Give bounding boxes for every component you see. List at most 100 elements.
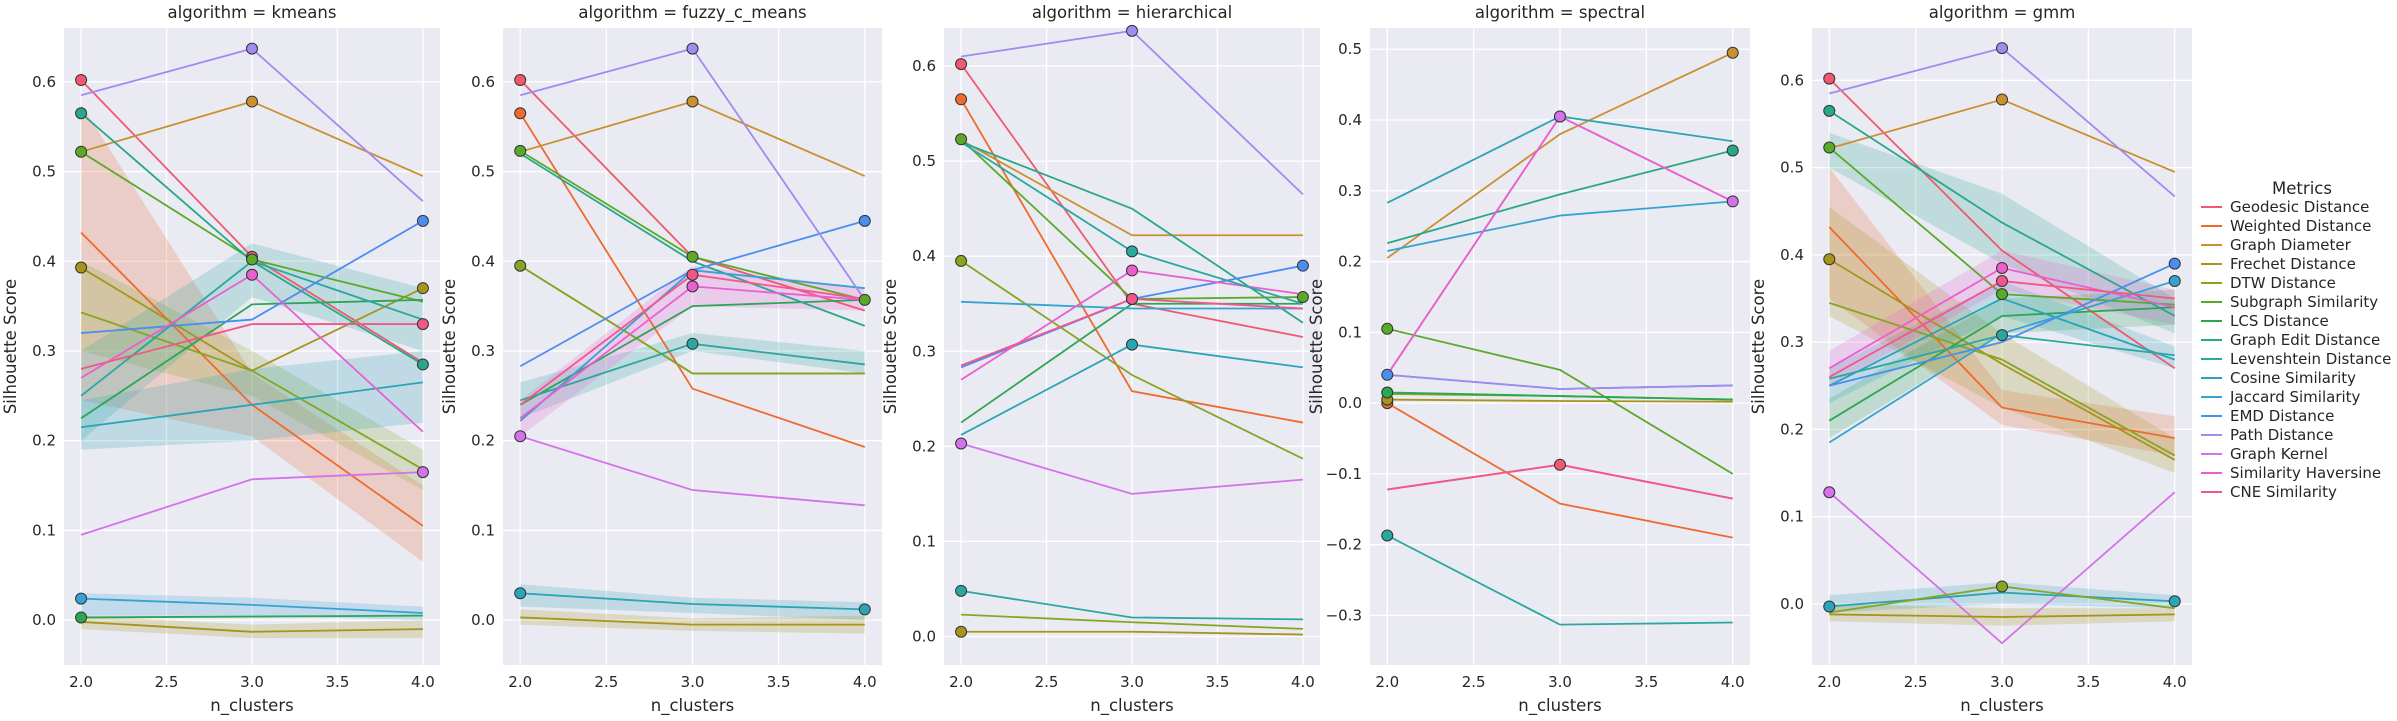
- y-axis-label: Silhouette Score: [1749, 279, 1768, 414]
- series-line: [519, 298, 865, 406]
- data-point: [1126, 245, 1138, 258]
- y-tick-label: 0.5: [1338, 40, 1362, 58]
- data-point: [514, 144, 527, 157]
- y-axis-label: Silhouette Score: [1307, 279, 1326, 414]
- x-axis-label: n_clusters: [210, 696, 293, 716]
- series-line: [81, 597, 423, 614]
- data-point: [416, 358, 429, 371]
- x-tick-label: 3.0: [1548, 673, 1572, 691]
- series-line: [519, 112, 866, 448]
- data-point: [416, 214, 429, 227]
- confidence-band: [520, 265, 865, 437]
- confidence-band: [1829, 289, 2175, 439]
- series-line: [81, 614, 423, 619]
- x-tick-label: 3.0: [1990, 673, 2014, 691]
- series-line: [960, 141, 1304, 324]
- x-tick-label: 2.0: [949, 673, 973, 691]
- data-point: [75, 74, 88, 87]
- series-line: [960, 260, 1304, 460]
- y-tick-label: 0.6: [32, 73, 56, 91]
- x-tick-label: 2.0: [1817, 673, 1841, 691]
- legend-item: EMD Distance: [2201, 407, 2334, 425]
- data-point: [1381, 386, 1394, 399]
- series-line: [80, 381, 424, 429]
- y-tick-label: 0.0: [912, 627, 936, 645]
- series-line: [961, 613, 1303, 630]
- data-point: [686, 42, 699, 55]
- legend-label: CNE Similarity: [2230, 483, 2337, 501]
- series-line: [1829, 613, 2175, 618]
- legend-item: Geodesic Distance: [2201, 198, 2369, 216]
- y-tick-label: 0.5: [32, 163, 56, 181]
- y-tick-label: 0.4: [912, 247, 936, 265]
- series-line: [80, 323, 423, 370]
- legend-item: LCS Distance: [2201, 312, 2329, 330]
- legend-label: DTW Distance: [2230, 274, 2336, 292]
- x-tick-label: 3.5: [326, 673, 350, 691]
- data-point: [416, 466, 429, 479]
- series-markers: [1823, 42, 2181, 613]
- facet-panel: 2.0 2.5 3.0 3.5 4.0 0.0 0.1 0.2 0.3 0.4 0.5 0.6 algo…: [1749, 3, 2192, 716]
- x-tick-label: 4.0: [411, 673, 435, 691]
- data-point: [1126, 338, 1138, 351]
- series-line: [80, 298, 423, 420]
- y-tick-label: 0.6: [471, 73, 495, 91]
- x-axis-label: n_clusters: [651, 696, 734, 716]
- data-point: [1554, 458, 1566, 471]
- x-tick-label: 2.0: [1375, 673, 1399, 691]
- series-lines: [1386, 51, 1734, 626]
- data-point: [686, 250, 699, 263]
- legend-label: Levenshtein Distance: [2230, 350, 2391, 368]
- x-tick-label: 4.0: [2163, 673, 2187, 691]
- x-tick-label: 3.0: [240, 673, 264, 691]
- series-line: [1829, 591, 2175, 608]
- y-tick-label: −0.2: [1326, 536, 1362, 554]
- legend-item: Levenshtein Distance: [2201, 350, 2391, 368]
- y-tick-label: 0.0: [1338, 394, 1362, 412]
- y-tick-label: 0.6: [912, 57, 936, 75]
- y-tick-label: 0.0: [32, 611, 56, 629]
- data-point: [1823, 253, 1836, 266]
- y-tick-label: 0.0: [471, 611, 495, 629]
- series-line: [1386, 51, 1734, 259]
- legend-item: CNE Similarity: [2201, 483, 2337, 501]
- facet-title: algorithm = spectral: [1475, 3, 1645, 22]
- legend-label: Subgraph Similarity: [2230, 293, 2378, 311]
- x-tick-label: 3.5: [2076, 673, 2100, 691]
- facet-panel: 2.0 2.5 3.0 3.5 4.0 0.0 0.1 0.2 0.3 0.4 0.5 0.6 algo…: [440, 3, 882, 716]
- legend-item: Cosine Similarity: [2201, 369, 2356, 387]
- series-line: [1828, 302, 2176, 457]
- data-point: [1296, 259, 1309, 272]
- series-line: [961, 300, 1303, 310]
- data-point: [75, 145, 88, 158]
- y-tick-label: 0.1: [912, 532, 936, 550]
- data-point: [75, 592, 88, 605]
- series-line: [81, 220, 424, 334]
- facet-panel: 2.0 2.5 3.0 3.5 4.0 0.0 0.1 0.2 0.3 0.4 0.5 0.6 algo…: [881, 3, 1320, 716]
- confidence-band: [1829, 250, 2175, 386]
- y-tick-label: 0.3: [471, 342, 495, 360]
- series-line: [1386, 534, 1733, 626]
- data-point: [1126, 292, 1138, 305]
- legend-item: Frechet Distance: [2201, 255, 2356, 273]
- confidence-band: [1829, 603, 2175, 626]
- x-tick-label: 2.5: [1462, 673, 1486, 691]
- legend-label: Frechet Distance: [2230, 255, 2356, 273]
- y-tick-label: 0.1: [471, 521, 495, 539]
- legend-item: Graph Edit Distance: [2201, 331, 2380, 349]
- series-line: [80, 311, 424, 471]
- y-tick-label: 0.1: [32, 521, 56, 539]
- data-point: [686, 95, 699, 108]
- x-tick-label: 4.0: [853, 673, 877, 691]
- data-point: [1823, 486, 1836, 499]
- data-point: [955, 133, 968, 146]
- data-point: [955, 93, 968, 106]
- data-point: [858, 603, 871, 616]
- series-line: [519, 264, 865, 375]
- confidence-band: [81, 104, 423, 562]
- y-tick-label: 0.3: [32, 342, 56, 360]
- data-point: [246, 253, 258, 266]
- x-axis-label: n_clusters: [1960, 696, 2043, 716]
- y-tick-label: 0.4: [471, 252, 495, 270]
